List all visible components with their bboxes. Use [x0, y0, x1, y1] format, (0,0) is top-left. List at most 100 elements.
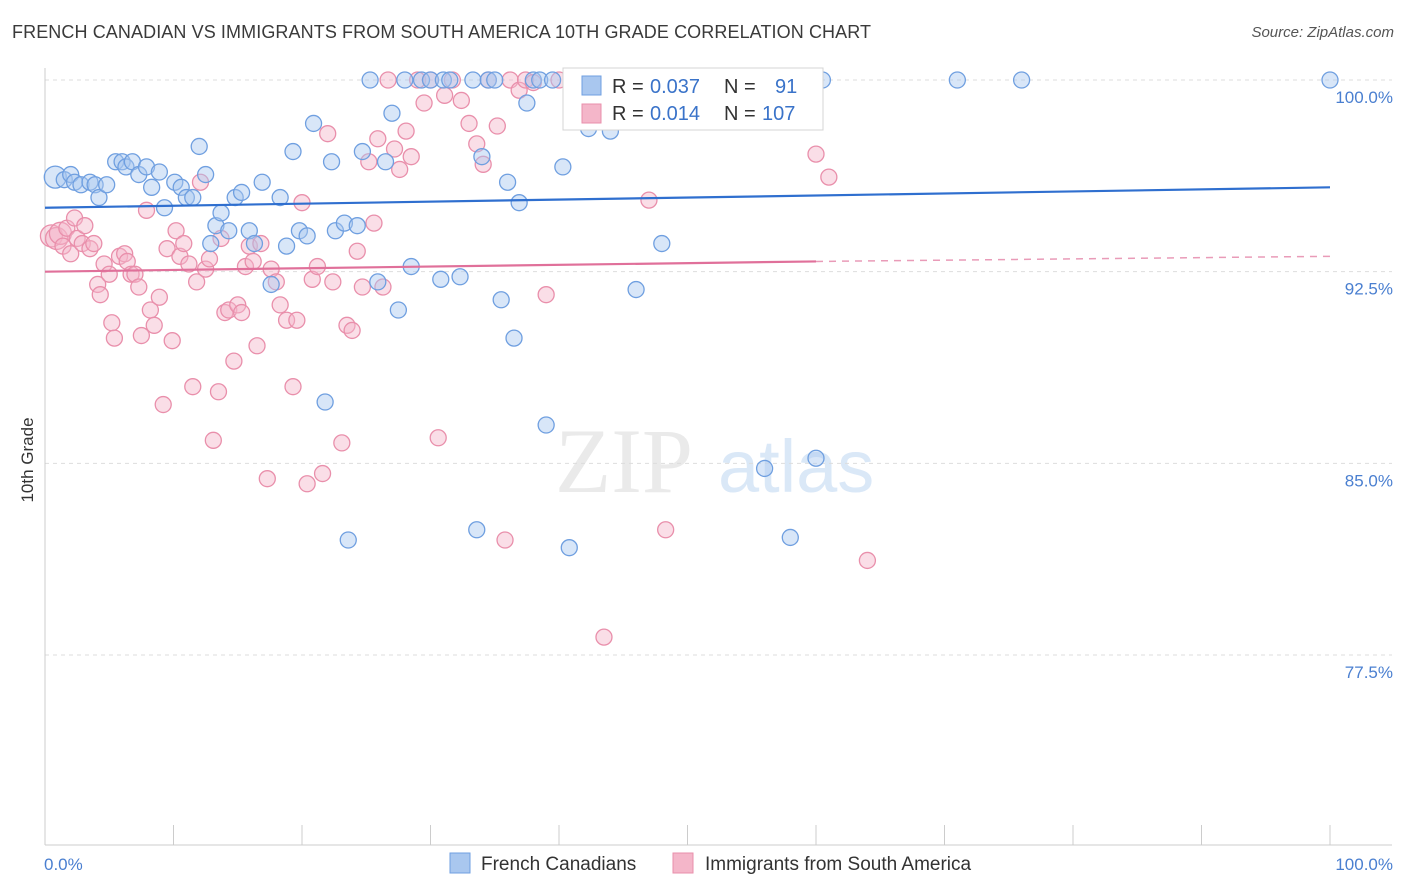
- immigrants-point-28: [150, 288, 169, 306]
- stats-n-label-1: N =: [724, 103, 756, 125]
- french-canadians-point-16: [150, 163, 169, 181]
- immigrants-point-71: [348, 242, 366, 260]
- immigrants-point-69: [338, 316, 356, 334]
- immigrants-point-63: [303, 270, 321, 288]
- french-canadians-point-75: [560, 539, 578, 557]
- immigrants-point-67: [324, 273, 342, 291]
- french-canadians-point-51: [389, 301, 408, 319]
- french-canadians-point-31: [245, 234, 264, 253]
- immigrants-point-88: [452, 91, 470, 110]
- immigrants-point-14: [95, 255, 113, 273]
- x-tick-label-0: 0.0%: [44, 855, 83, 874]
- legend-swatch-french-canadians: [449, 852, 471, 874]
- french-canadians-point-89: [948, 71, 966, 89]
- french-canadians-point-40: [316, 393, 334, 411]
- x-tick-labels: 0.0% 100.0%: [44, 855, 1393, 874]
- french-canadians-point-0: [43, 165, 67, 189]
- axes: [44, 68, 1392, 846]
- french-canadians-point-25: [207, 217, 225, 235]
- immigrants-point-23: [130, 278, 148, 296]
- immigrants-point-42: [209, 383, 228, 401]
- immigrants-point-99: [537, 286, 555, 304]
- immigrants-point-7: [68, 229, 86, 248]
- french-canadians-point-33: [262, 275, 280, 294]
- immigrants-point-16: [103, 314, 121, 332]
- french-canadians-point-81: [653, 234, 671, 253]
- immigrants-point-40: [200, 250, 219, 268]
- y-tick-label-2: 92.5%: [1345, 280, 1393, 299]
- trend-lines: [44, 186, 1331, 273]
- french-canadians-point-29: [232, 183, 251, 202]
- french-canadians-point-24: [202, 234, 220, 253]
- stats-swatch-pink: [581, 103, 602, 124]
- immigrants-point-13: [91, 286, 109, 304]
- french-canadians-point-43: [335, 214, 354, 232]
- french-canadians-point-60: [464, 71, 482, 89]
- immigrants-point-30: [158, 240, 176, 258]
- immigrants-point-34: [175, 234, 193, 253]
- french-canadians-point-27: [220, 222, 238, 240]
- stats-n-value-0: 91: [775, 76, 797, 98]
- french-canadians-point-14: [137, 158, 156, 176]
- immigrants-point-75: [369, 130, 387, 148]
- immigrants-point-31: [163, 332, 181, 350]
- french-canadians-point-70: [524, 71, 542, 89]
- immigrants-point-93: [488, 117, 506, 135]
- stats-n-value-1: 107: [762, 103, 795, 125]
- immigrants-point-60: [288, 311, 306, 329]
- watermark-atlas: atlas: [718, 425, 874, 508]
- french-canadians-point-36: [284, 142, 302, 161]
- french-canadians-point-7: [90, 188, 108, 207]
- series-immigrants-south-america-points: [39, 71, 877, 646]
- french-canadians-point-35: [277, 237, 296, 255]
- french-canadians-point-48: [369, 273, 387, 291]
- immigrants-point-29: [154, 395, 172, 414]
- french-canadians-point-30: [240, 222, 258, 240]
- french-canadians-point-74: [554, 158, 572, 176]
- immigrants-point-62: [298, 475, 316, 493]
- stats-legend-box: R = 0.037 N = 91 R = 0.014 N = 107: [562, 67, 824, 131]
- immigrants-point-94: [496, 531, 514, 549]
- immigrants-point-51: [244, 252, 262, 271]
- french-canadians-point-38: [298, 227, 316, 245]
- immigrants-point-68: [333, 434, 351, 452]
- gridlines: [45, 79, 1392, 656]
- french-canadians-point-61: [468, 521, 486, 539]
- immigrants-point-83: [415, 94, 433, 112]
- trend-line-immigrants: [44, 260, 817, 273]
- immigrants-point-59: [284, 378, 302, 396]
- french-canadians-point-17: [155, 199, 174, 217]
- french-canadians-point-69: [518, 94, 536, 112]
- bottom-legend: French Canadians Immigrants from South A…: [449, 852, 972, 875]
- immigrants-point-106: [858, 551, 877, 570]
- french-canadians-point-47: [361, 71, 379, 89]
- french-canadians-point-62: [473, 148, 491, 166]
- immigrants-point-20: [118, 252, 136, 271]
- immigrants-point-96: [510, 81, 528, 99]
- immigrants-point-15: [100, 265, 118, 283]
- legend-swatch-immigrants: [672, 852, 694, 874]
- immigrants-point-102: [640, 191, 658, 209]
- french-canadians-point-90: [1012, 71, 1031, 89]
- french-canadians-point-55: [421, 71, 440, 89]
- french-canadians-point-65: [492, 291, 510, 309]
- immigrants-point-5: [62, 245, 80, 263]
- stats-r-value-1: 0.014: [650, 103, 700, 125]
- immigrants-point-9: [76, 217, 94, 235]
- immigrants-point-37: [187, 273, 206, 291]
- french-canadians-point-21: [184, 188, 202, 207]
- french-canadians-point-72: [537, 416, 555, 434]
- immigrants-point-25: [137, 201, 156, 219]
- y-tick-label-0: 77.5%: [1345, 663, 1393, 682]
- french-canadians-point-84: [755, 459, 774, 478]
- immigrants-point-32: [167, 222, 185, 240]
- french-canadians-point-71: [531, 71, 549, 89]
- stats-r-label-1: R =: [612, 103, 644, 125]
- french-canadians-point-9: [107, 153, 125, 171]
- immigrants-point-103: [657, 521, 675, 539]
- immigrants-point-80: [397, 122, 415, 140]
- immigrants-point-35: [180, 255, 198, 273]
- immigrants-point-52: [248, 337, 266, 355]
- immigrants-point-82: [408, 71, 427, 89]
- immigrants-point-53: [252, 234, 270, 253]
